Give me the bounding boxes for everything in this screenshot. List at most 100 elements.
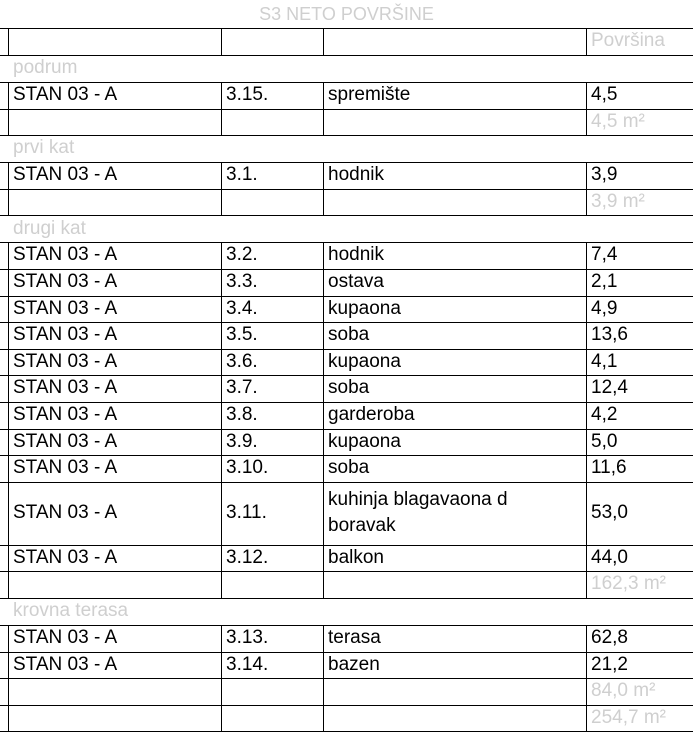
column-border [323,269,324,296]
column-border [8,242,9,269]
row-border [0,215,693,217]
table-cell: STAN 03 - A [13,502,118,523]
area-cell: 11,6 [591,457,627,479]
column-border [323,348,324,376]
table-cell: STAN 03 - A [13,546,118,568]
column-border [586,269,587,296]
table-cell: STAN 03 - A [13,430,118,452]
column-border [8,269,9,296]
column-border [323,28,324,55]
column-border [323,375,324,402]
column-border [586,295,587,323]
area-cell: 4,5 [591,84,618,105]
column-border [323,481,324,545]
section-label: drugi kat [13,217,86,239]
column-border [221,28,222,55]
column-border [221,428,222,456]
table-cell: soba [328,457,370,479]
area-cell: Površina [591,30,665,52]
column-border [323,455,324,482]
column-border [221,188,222,216]
column-border [323,704,324,732]
row-border [0,402,693,403]
area-cell: 254,7 m² [591,706,666,728]
column-border [323,571,324,598]
column-border [221,625,222,652]
table-cell: spremište [328,84,411,105]
column-border [221,402,222,429]
column-border [586,428,587,456]
area-cell: 21,2 [591,653,628,675]
column-border [221,162,222,189]
area-cell: 2,1 [591,271,618,292]
table-cell: STAN 03 - A [13,297,118,319]
row-border [0,375,693,377]
column-border [8,428,9,456]
column-border [221,455,222,482]
table-cell: ostava [328,271,384,292]
row-border [0,544,693,546]
area-cell: 44,0 [591,546,628,568]
table-cell: kupaona [328,350,401,372]
column-border [8,481,9,545]
column-border [586,481,587,545]
row-border [0,481,693,483]
section-label: krovna terasa [13,600,129,622]
column-border [586,162,587,189]
table-cell: 3.2. [226,244,258,266]
column-border [323,82,324,109]
column-border [8,108,9,136]
table-cell: STAN 03 - A [13,404,118,425]
column-border [586,28,587,55]
column-border [221,375,222,402]
column-border [8,28,9,55]
table-cell: hodnik [328,164,384,186]
column-border [323,162,324,189]
column-border [323,108,324,136]
column-border [8,678,9,705]
row-border [0,82,693,83]
row-border [0,428,693,430]
row-border [0,571,693,573]
column-border [586,322,587,349]
column-border [221,322,222,349]
column-border [221,704,222,732]
column-border [323,678,324,705]
row-border [0,625,693,626]
column-border [323,322,324,349]
table-cell: balkon [328,546,384,568]
table-cell: 3.4. [226,297,258,319]
row-border [0,348,693,350]
column-border [586,402,587,429]
table-cell: kuhinja blagavaona d boravak [328,488,508,537]
area-cell: 4,1 [591,350,618,372]
area-cell: 53,0 [591,502,628,523]
column-border [8,544,9,572]
row-border [0,55,693,56]
row-border [0,269,693,270]
column-border [8,375,9,402]
column-border [586,651,587,679]
section-label: prvi kat [13,137,75,159]
column-border [8,625,9,652]
area-cell: 3,9 [591,164,618,186]
area-cell: 162,3 m² [591,573,666,595]
column-border [221,481,222,545]
column-border [221,348,222,376]
column-border [221,295,222,323]
table-cell: 3.15. [226,84,269,105]
table-cell: garderoba [328,404,415,425]
row-border [0,242,693,244]
area-cell: 4,5 m² [591,110,645,132]
table-cell: STAN 03 - A [13,653,118,675]
column-border [586,704,587,732]
row-border [0,704,693,706]
table-cell: 3.7. [226,377,258,399]
table-cell: kupaona [328,297,401,319]
column-border [323,544,324,572]
table-cell: STAN 03 - A [13,350,118,372]
row-border [0,651,693,653]
area-cell: 7,4 [591,244,618,266]
column-border [323,242,324,269]
table-cell: STAN 03 - A [13,627,118,648]
